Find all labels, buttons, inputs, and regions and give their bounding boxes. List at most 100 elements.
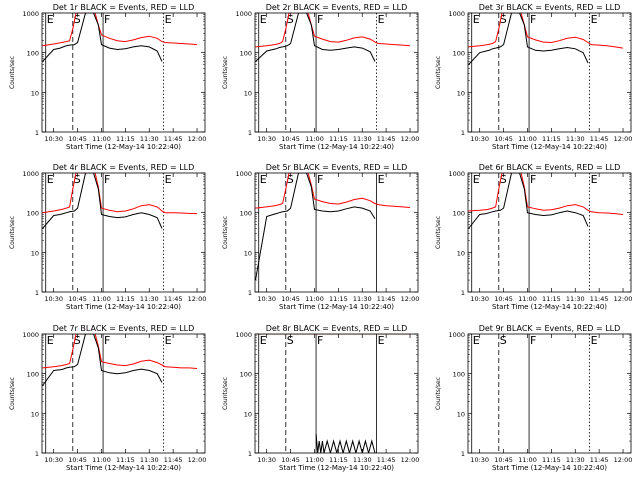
y-axis-label: Counts/sec	[435, 377, 442, 410]
y-tick-label: 1000	[22, 170, 39, 178]
x-tick-label: 11:15	[329, 135, 348, 143]
marker-label: S	[287, 334, 294, 347]
series-lld-line	[42, 173, 198, 215]
x-tick-label: 12:00	[188, 295, 207, 303]
x-tick-label: 11:00	[92, 135, 111, 143]
x-tick-label: 10:45	[281, 456, 300, 464]
marker-label: E	[165, 173, 172, 186]
marker-label: F	[104, 334, 110, 347]
plot-frame	[41, 12, 206, 133]
y-axis-label: Counts/sec	[9, 216, 16, 249]
y-axis-label: Counts/sec	[222, 377, 229, 410]
x-tick-label: 11:45	[590, 295, 609, 303]
y-tick-label: 100	[27, 210, 39, 218]
marker-label: E	[165, 13, 172, 26]
x-tick-label: 11:30	[566, 295, 585, 303]
panel-det-4: Det 4r BLACK = Events, RED = LLD Counts/s…	[9, 163, 206, 311]
y-axis-label: Counts/sec	[9, 56, 16, 89]
panel-title: Det 4r BLACK = Events, RED = LLD	[53, 163, 195, 172]
x-tick-label: 10:30	[44, 456, 63, 464]
y-tick-label: 1	[461, 129, 465, 137]
series-events-line	[42, 334, 163, 386]
panel-det-9: Det 9r BLACK = Events, RED = LLD Counts/s…	[435, 324, 632, 472]
y-axis-label: Counts/sec	[222, 56, 229, 89]
x-tick-label: 11:00	[305, 295, 324, 303]
panel-det-5: Det 5r BLACK = Events, RED = LLD Counts/s…	[222, 163, 419, 311]
y-tick-label: 1000	[448, 170, 465, 178]
x-tick-label: 11:45	[377, 295, 396, 303]
marker-label: E	[378, 13, 385, 26]
x-tick-label: 11:45	[590, 456, 609, 464]
marker-label: S	[74, 173, 81, 186]
y-tick-label: 100	[27, 50, 39, 58]
x-tick-label: 11:15	[116, 456, 135, 464]
x-tick-label: 11:15	[116, 295, 135, 303]
series-events-line	[468, 13, 589, 65]
x-tick-label: 12:00	[401, 295, 420, 303]
x-tick-label: 11:00	[92, 456, 111, 464]
y-tick-label: 1000	[22, 331, 39, 339]
x-tick-label: 11:30	[140, 295, 159, 303]
y-tick-label: 100	[240, 50, 252, 58]
marker-label: E	[260, 13, 267, 26]
y-axis-label: Counts/sec	[222, 216, 229, 249]
x-tick-label: 10:45	[68, 135, 87, 143]
panel-title: Det 8r BLACK = Events, RED = LLD	[266, 324, 408, 333]
y-axis-label: Counts/sec	[9, 377, 16, 410]
y-tick-label: 1	[248, 450, 252, 458]
panel-title: Det 6r BLACK = Events, RED = LLD	[479, 163, 621, 172]
x-tick-label: 11:30	[566, 456, 585, 464]
marker-label: E	[378, 334, 385, 347]
x-tick-label: 11:30	[566, 135, 585, 143]
marker-label: F	[317, 334, 323, 347]
y-tick-label: 100	[27, 371, 39, 379]
marker-label: E	[591, 13, 598, 26]
x-tick-label: 11:45	[377, 135, 396, 143]
x-axis-label: Start Time (12-May-14 10:22:40)	[66, 143, 181, 151]
x-tick-label: 11:15	[542, 295, 561, 303]
series-events-line	[468, 173, 589, 229]
x-axis-label: Start Time (12-May-14 10:22:40)	[66, 464, 181, 472]
marker-label: E	[591, 334, 598, 347]
marker-label: E	[47, 13, 54, 26]
x-tick-label: 11:00	[518, 135, 537, 143]
x-tick-label: 10:45	[281, 295, 300, 303]
y-tick-label: 10	[457, 410, 465, 418]
x-tick-label: 12:00	[614, 295, 633, 303]
plot-frame	[467, 172, 632, 293]
marker-label: E	[473, 334, 480, 347]
x-tick-label: 10:45	[281, 135, 300, 143]
marker-label: E	[47, 334, 54, 347]
plot-frame	[254, 12, 419, 133]
marker-label: E	[591, 173, 598, 186]
marker-label: S	[500, 334, 507, 347]
y-tick-label: 10	[244, 249, 252, 257]
plot-frame	[467, 333, 632, 454]
panel-title: Det 7r BLACK = Events, RED = LLD	[53, 324, 195, 333]
x-tick-label: 11:00	[305, 456, 324, 464]
marker-label: S	[74, 334, 81, 347]
panel-title: Det 1r BLACK = Events, RED = LLD	[53, 3, 195, 12]
series-lld-line	[255, 13, 411, 48]
panel-title: Det 3r BLACK = Events, RED = LLD	[479, 3, 621, 12]
marker-label: E	[473, 13, 480, 26]
x-tick-label: 11:30	[353, 295, 372, 303]
plot-frame	[467, 12, 632, 133]
marker-label: E	[260, 173, 267, 186]
x-axis-label: Start Time (12-May-14 10:22:40)	[492, 464, 607, 472]
x-tick-label: 10:45	[494, 135, 513, 143]
panel-det-6: Det 6r BLACK = Events, RED = LLD Counts/s…	[435, 163, 632, 311]
y-tick-label: 10	[457, 249, 465, 257]
panel-title: Det 2r BLACK = Events, RED = LLD	[266, 3, 408, 12]
marker-label: S	[287, 173, 294, 186]
series-events-line	[255, 13, 376, 62]
y-tick-label: 100	[240, 371, 252, 379]
panel-title: Det 9r BLACK = Events, RED = LLD	[479, 324, 621, 333]
x-axis-label: Start Time (12-May-14 10:22:40)	[279, 143, 394, 151]
marker-label: E	[47, 173, 54, 186]
x-axis-label: Start Time (12-May-14 10:22:40)	[492, 303, 607, 311]
x-tick-label: 10:30	[257, 135, 276, 143]
x-tick-label: 11:45	[164, 295, 183, 303]
x-tick-label: 11:15	[116, 135, 135, 143]
x-tick-label: 10:30	[470, 295, 489, 303]
